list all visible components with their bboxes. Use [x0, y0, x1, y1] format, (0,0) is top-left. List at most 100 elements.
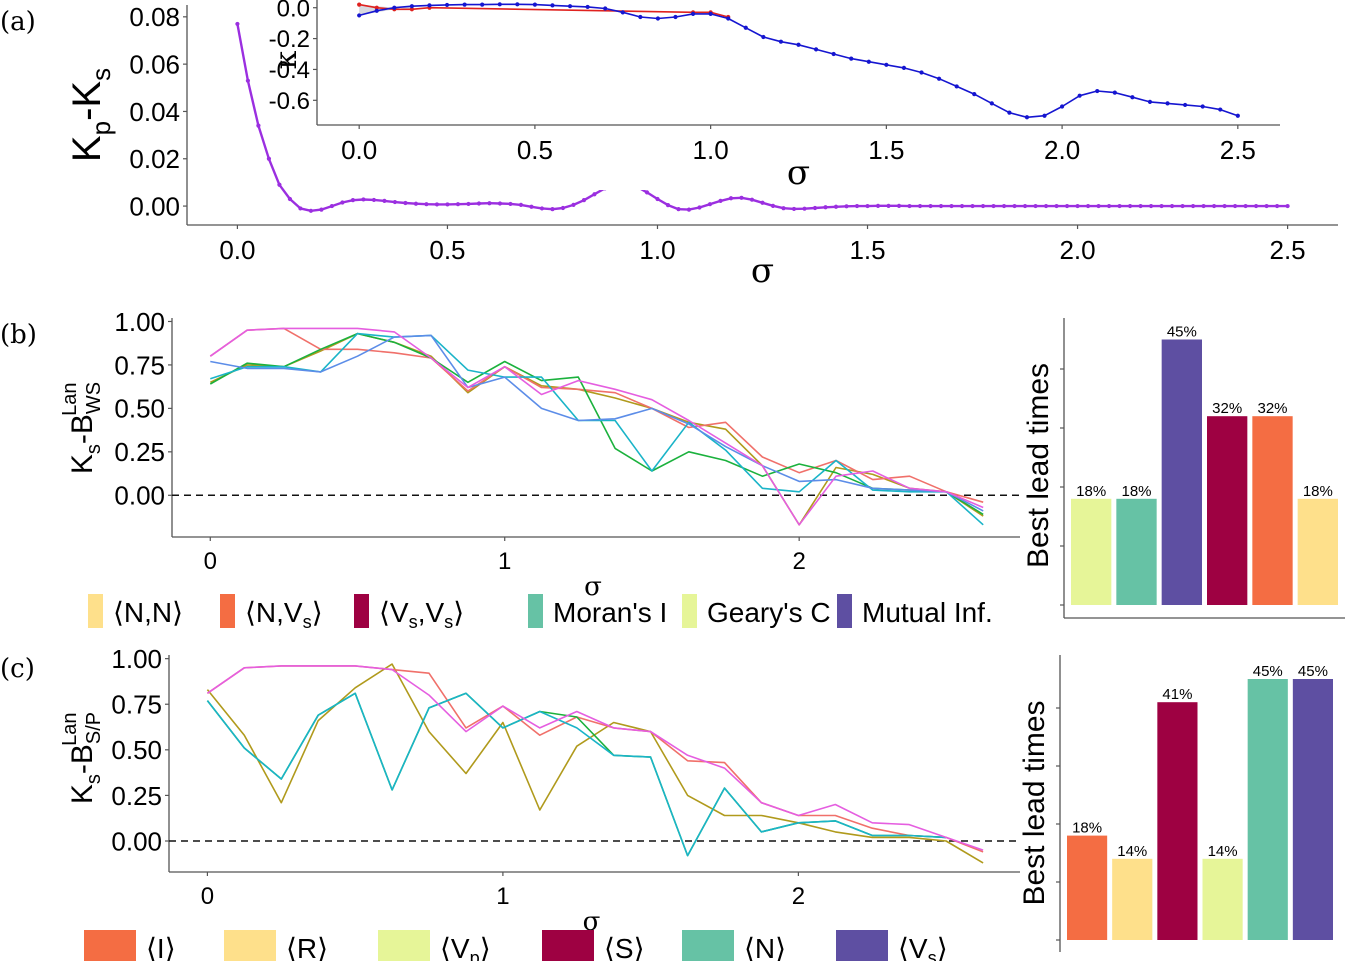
- legend-label-main: Geary's C: [707, 597, 831, 628]
- y-axis-title: Kp-Ks: [65, 68, 116, 162]
- bar: [1161, 339, 1202, 605]
- series-blue-point: [866, 59, 871, 64]
- bar: [1247, 679, 1288, 940]
- bar: [1297, 498, 1338, 605]
- x-axis-title: σ: [584, 572, 602, 602]
- legend-label-sub: s: [303, 612, 312, 632]
- series-kp-ks-point: [560, 205, 566, 211]
- series-blue-point: [1218, 107, 1223, 112]
- chart-a-main: 0.00 0.02 0.04 0.06 0.08 0.0 0.5 1.0 1.5 2.0 2.5 σ K…: [65, 2, 1338, 291]
- series-kp-ks-point: [1222, 203, 1227, 209]
- series-kp-ks-point: [896, 203, 902, 208]
- series-kp-ks-point: [581, 198, 587, 203]
- legend-label: ⟨N⟩: [744, 933, 786, 961]
- series-kp-ks-point: [487, 201, 492, 206]
- series-kp-ks-point: [791, 206, 797, 212]
- series-kp-ks-point: [529, 204, 534, 209]
- x-tick-label: 2: [792, 883, 805, 910]
- panel-label-b: (b): [0, 320, 37, 350]
- y-tick-label: 1.00: [111, 644, 162, 674]
- legend-item: ⟨I⟩: [84, 930, 176, 961]
- legend-label: ⟨I⟩: [146, 933, 176, 961]
- series-kp-ks-point: [340, 200, 345, 205]
- legend-label-sub: s: [928, 948, 937, 961]
- legend-label: Moran's I: [553, 597, 667, 628]
- series-kp-ks-point: [256, 123, 261, 128]
- bar-value-label: 45%: [1167, 324, 1197, 341]
- legend-label: ⟨R⟩: [286, 933, 328, 961]
- series-kp-ks-point: [928, 203, 933, 209]
- series-kp-ks-point: [392, 199, 398, 205]
- legend-label-main: ⟨V: [898, 933, 928, 961]
- series-kp-ks-point: [1201, 203, 1206, 209]
- chart-c-lines: 0.00 0.25 0.50 0.75 1.00 0 1 2 σ Ks-BS/PLan: [59, 644, 1020, 937]
- bar: [1112, 858, 1153, 940]
- y-tick-label: 0.02: [129, 144, 180, 174]
- series-blue-point: [603, 6, 608, 11]
- series-kp-ks-point: [308, 208, 314, 213]
- series-blue-point: [1112, 90, 1117, 95]
- series-kp-ks-point: [1232, 203, 1238, 209]
- series-kp-ks-point: [875, 203, 881, 208]
- y-axis-title: Ks-BS/PLan: [59, 712, 105, 804]
- bar-value-label: 45%: [1298, 663, 1328, 680]
- series-blue-point: [1077, 93, 1082, 98]
- series-blue-point: [849, 56, 854, 61]
- bar: [1067, 835, 1108, 940]
- bar-value-label: 18%: [1076, 483, 1106, 500]
- legend-label-sub: p: [470, 948, 480, 961]
- series-kp-ks-point: [1022, 203, 1028, 209]
- legend-label-main: ⟨N,N⟩: [113, 597, 183, 628]
- series-blue-point: [778, 39, 784, 44]
- x-tick-label: 1: [496, 883, 509, 910]
- series-blue-point: [1200, 104, 1205, 109]
- series-kp-ks-point: [592, 192, 597, 197]
- series-kp-ks-point: [1180, 203, 1185, 209]
- series-kp-ks-point: [1106, 203, 1112, 209]
- legend-swatch: [542, 930, 594, 961]
- series-kp-ks-point: [1190, 203, 1196, 209]
- series-kp-ks-point: [434, 202, 440, 207]
- series-kp-ks-point: [382, 198, 387, 203]
- legend-label-main: Mutual Inf.: [862, 597, 993, 628]
- series-kp-ks-point: [760, 200, 765, 205]
- x-tick-label: 2.0: [1044, 135, 1080, 165]
- series-kp-ks-point: [697, 205, 702, 210]
- y-title-sub: s: [83, 774, 105, 784]
- legend-swatch: [528, 594, 543, 628]
- legend-swatch: [837, 594, 852, 628]
- y-axis-title: Best lead times: [1018, 700, 1051, 905]
- series-blue-point: [567, 4, 573, 9]
- series-kp-ks-point: [718, 198, 723, 203]
- bar: [1202, 858, 1243, 940]
- series-cyan-line: [210, 332, 984, 526]
- series-blue-point: [1024, 115, 1030, 120]
- legend-swatch: [836, 930, 888, 961]
- series-olive-line: [209, 332, 984, 526]
- x-tick-label: 2: [792, 548, 805, 575]
- series-blue-point: [1007, 110, 1012, 115]
- legend-label: ⟨S⟩: [604, 933, 645, 961]
- series-kp-ks-point: [539, 206, 545, 211]
- legend-label-main: ⟨V: [379, 597, 409, 628]
- y-title-sub2: S/P: [83, 712, 105, 744]
- bar: [1252, 416, 1293, 605]
- series-kp-ks-point: [403, 200, 408, 206]
- series-kp-ks-point: [329, 203, 335, 209]
- series-kp-ks-point: [707, 202, 713, 207]
- y-tick-label: 0.00: [129, 191, 180, 221]
- legend-label-mid: ,V: [418, 597, 445, 628]
- series-kp-ks-point: [277, 182, 282, 187]
- legend-label: ⟨Vp⟩: [440, 933, 491, 961]
- series-kp-ks-point: [1169, 203, 1175, 209]
- series-kp-ks-point: [844, 204, 849, 209]
- x-tick-label: 1: [498, 548, 511, 575]
- bar-value-label: 18%: [1121, 483, 1151, 500]
- y-tick-label: 0.50: [114, 394, 165, 424]
- series-kp-ks-point: [770, 203, 776, 208]
- legend-item: Moran's I: [528, 594, 667, 628]
- bar: [1292, 679, 1333, 940]
- series-blue-point: [796, 42, 801, 47]
- series-kp-ks-point: [266, 156, 272, 161]
- series-kp-ks-point: [361, 197, 366, 202]
